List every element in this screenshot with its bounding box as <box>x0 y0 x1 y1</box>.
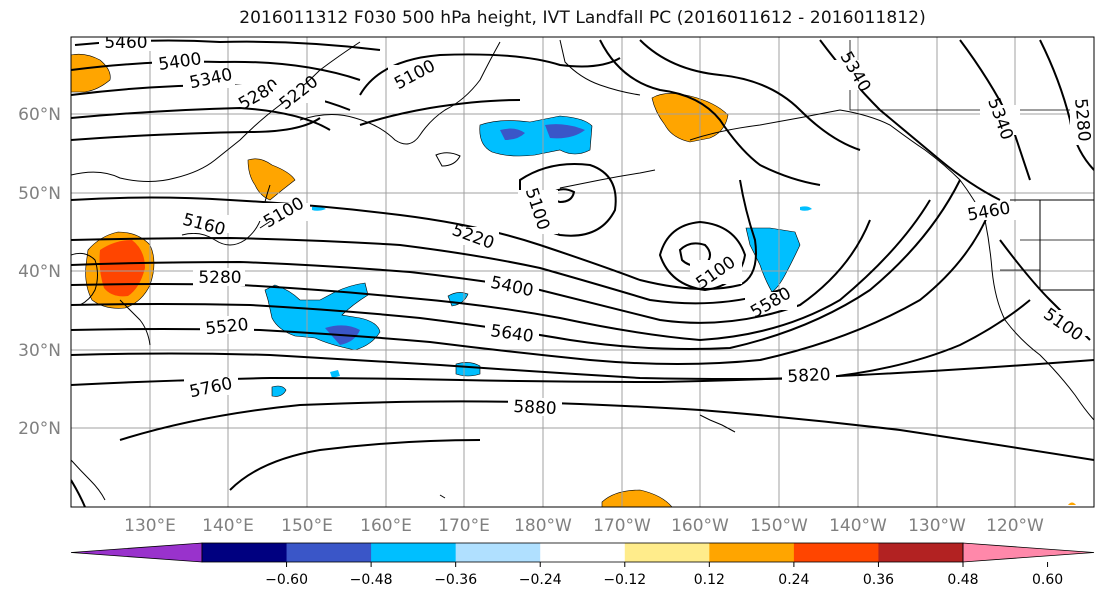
contour-label: 5220 <box>449 220 496 254</box>
colorbar-segment <box>793 543 879 562</box>
colorbar-tick-label: 0.48 <box>947 572 978 588</box>
colorbar-frame <box>201 542 964 563</box>
lon-label: 180°W <box>514 516 572 536</box>
colorbar-segment <box>540 543 626 562</box>
contour-label: 5280 <box>198 268 241 288</box>
lat-label: 60°N <box>18 105 61 125</box>
colorbar-tick-label: 0.24 <box>778 572 809 588</box>
lon-label: 150°W <box>750 516 808 536</box>
colorbar-segment <box>202 543 288 562</box>
colorbar-segment <box>286 543 372 562</box>
colorbar-tick-label: −0.24 <box>519 572 562 588</box>
contour-label: 5880 <box>513 397 557 419</box>
colorbar-segment <box>371 543 457 562</box>
contour-label: 5100 <box>260 194 307 233</box>
borders <box>849 40 1094 271</box>
lat-label: 50°N <box>18 184 61 204</box>
lat-label: 40°N <box>18 262 61 282</box>
lon-label: 170°W <box>593 516 651 536</box>
map-frame <box>70 36 1095 508</box>
coastlines <box>71 39 1094 501</box>
colorbar: −0.60 −0.48 −0.36 −0.24 −0.12 0.12 0.24 0.36 0.4… <box>70 542 1095 588</box>
colorbar-tick-label: −0.36 <box>434 572 477 588</box>
colorbar-segment <box>878 543 964 562</box>
lon-label: 150°E <box>281 516 333 536</box>
colorbar-extend-low <box>70 542 203 563</box>
contour-label: 5160 <box>181 210 228 241</box>
lon-label: 130°W <box>908 516 966 536</box>
contour-label: 5460 <box>104 33 147 53</box>
colorbar-tick-label: −0.12 <box>603 572 646 588</box>
lon-label: 120°W <box>986 516 1044 536</box>
colorbar-segment <box>455 543 541 562</box>
colorbar-tick-label: 0.36 <box>863 572 894 588</box>
lon-label: 170°E <box>438 516 490 536</box>
ivt-positive-shading <box>71 53 1076 507</box>
height-contours <box>71 39 1094 507</box>
contour-label: 5820 <box>787 365 831 387</box>
latitude-labels: 60°N 50°N 40°N 30°N 20°N <box>18 105 61 439</box>
map-title: 2016011312 F030 500 hPa height, IVT Land… <box>239 8 926 28</box>
lon-label: 140°E <box>202 516 254 536</box>
colorbar-segment <box>624 543 710 562</box>
contour-label: 5220 <box>276 72 322 114</box>
colorbar-extend-high <box>962 542 1095 563</box>
longitude-labels: 130°E 140°E 150°E 160°E 170°E 180°W 170°… <box>124 516 1044 536</box>
lon-label: 130°E <box>124 516 176 536</box>
colorbar-tick-label: −0.60 <box>265 572 308 588</box>
colorbar-tick-label: −0.48 <box>350 572 393 588</box>
contour-label: 5100 <box>391 56 439 94</box>
lon-label: 160°E <box>360 516 412 536</box>
lon-label: 160°W <box>671 516 729 536</box>
colorbar-tick-label: 0.12 <box>694 572 725 588</box>
colorbar-tick-label: 0.60 <box>1032 572 1063 588</box>
colorbar-segment <box>709 543 795 562</box>
lon-label: 140°W <box>829 516 887 536</box>
contour-label: 5520 <box>204 315 249 339</box>
contour-label: 5280 <box>1070 98 1094 143</box>
lat-label: 30°N <box>18 341 61 361</box>
lat-label: 20°N <box>18 419 61 439</box>
